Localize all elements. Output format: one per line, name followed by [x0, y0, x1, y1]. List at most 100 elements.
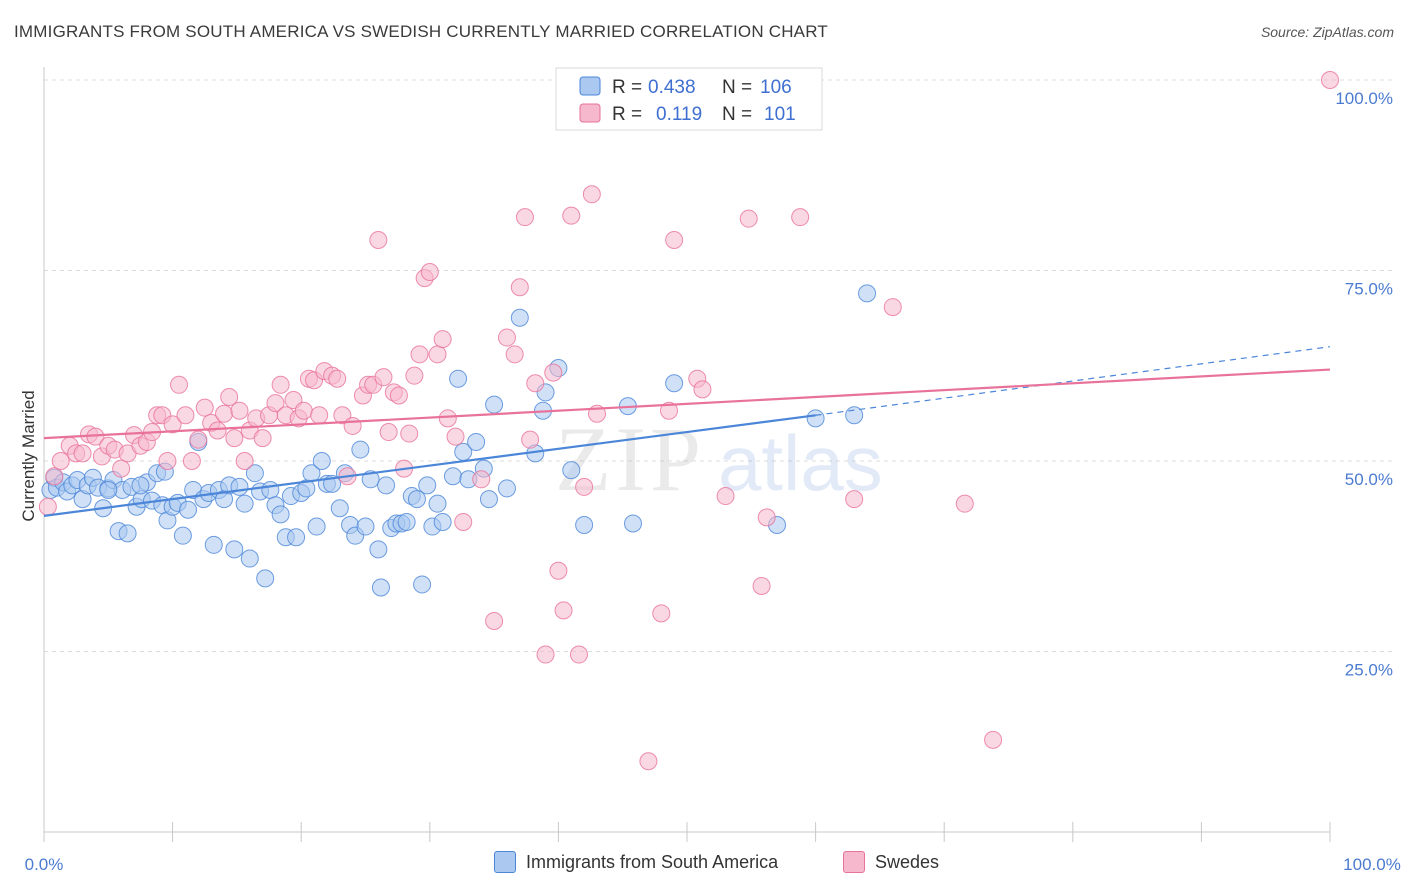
grid-lines: [44, 79, 1392, 652]
immigrants-point: [397, 512, 416, 531]
chart-source: Source: ZipAtlas.com: [1260, 24, 1394, 40]
legend-swatch-blue: [579, 76, 601, 96]
bottom-legend-item-immigrants[interactable]: Immigrants from South America: [494, 851, 778, 873]
swedes-point: [51, 452, 70, 470]
immigrants-point: [240, 549, 259, 568]
bottom-legend-item-swedes[interactable]: Swedes: [843, 851, 939, 873]
series-immigrants-points: [41, 284, 877, 597]
swedes-point: [752, 576, 771, 595]
legend-box: R = 0.438 N = 106 R = 0.119 N = 101: [555, 67, 823, 131]
swedes-point: [791, 208, 810, 227]
chart-title: IMMIGRANTS FROM SOUTH AMERICA VS SWEDISH…: [14, 22, 828, 41]
y-tick-label: 75.0%: [1345, 280, 1393, 299]
immigrants-point: [443, 467, 462, 486]
swedes-point: [343, 416, 362, 435]
swedes-point: [433, 330, 452, 349]
legend-swatch-swedes: [843, 851, 865, 873]
swedes-point: [582, 185, 601, 204]
swedes-point: [182, 452, 201, 470]
swedes-point: [310, 406, 329, 425]
immigrants-point: [204, 535, 223, 554]
swedes-point: [1321, 71, 1339, 89]
immigrants-point: [99, 480, 118, 499]
immigrants-point: [377, 476, 396, 495]
swedes-point: [266, 394, 285, 413]
immigrants-point: [428, 494, 447, 513]
immigrants-point: [371, 578, 390, 597]
immigrants-point: [858, 284, 877, 303]
swedes-point: [215, 404, 234, 423]
immigrants-point: [312, 452, 331, 470]
trend-lines: [43, 346, 1331, 517]
watermark-zip: ZIP: [555, 408, 705, 510]
swedes-point: [569, 645, 588, 664]
swedes-point: [757, 508, 776, 527]
x-max-label: 100.0%: [1343, 855, 1401, 874]
swedes-point: [883, 298, 902, 317]
swedes-point: [454, 512, 473, 531]
immigrants-point: [245, 464, 264, 483]
swedes-point: [163, 415, 182, 434]
swedes-point: [410, 345, 429, 364]
immigrants-point: [361, 470, 380, 489]
immigrants-point: [562, 461, 581, 480]
immigrants-point: [256, 569, 275, 588]
swedes-point: [158, 452, 177, 470]
immigrants-point: [271, 505, 290, 524]
swedes-point: [389, 386, 408, 405]
legend-swatch-pink: [579, 103, 601, 123]
immigrants-point: [330, 499, 349, 518]
series-swedes-points: [38, 71, 1339, 771]
immigrants-trend-line: [43, 414, 816, 517]
swedes-point: [554, 601, 573, 620]
swedes-point: [505, 345, 524, 364]
immigrants-point: [230, 477, 249, 496]
swedes-point: [693, 380, 712, 399]
swedes-point: [230, 401, 249, 420]
swedes-point: [253, 429, 272, 448]
swedes-point: [536, 645, 555, 664]
y-tick-label: 50.0%: [1345, 470, 1393, 489]
swedes-point: [271, 375, 290, 394]
swedes-point: [400, 424, 419, 443]
immigrants-point: [261, 480, 280, 499]
swedes-point: [38, 497, 57, 516]
immigrants-point: [418, 476, 437, 495]
swedes-point: [379, 423, 398, 442]
swedes-point: [294, 401, 313, 420]
swedes-point: [526, 374, 545, 393]
swedes-point: [446, 427, 465, 446]
swedes-point: [955, 494, 974, 513]
swedes-point: [112, 459, 131, 478]
swedes-point: [176, 406, 195, 425]
swedes-point: [485, 612, 504, 631]
swedes-point: [420, 263, 439, 282]
immigrants-point: [665, 374, 684, 393]
immigrants-point: [356, 517, 375, 536]
swedes-point: [195, 398, 214, 417]
swedes-point: [515, 208, 534, 227]
immigrants-point: [179, 500, 198, 519]
immigrants-point: [413, 575, 432, 594]
immigrants-point: [449, 369, 468, 388]
legend-n-label-2: N =: [722, 104, 752, 125]
immigrants-trend-extension: [815, 346, 1331, 416]
immigrants-point: [287, 528, 306, 547]
legend-swatch-immigrants: [494, 851, 516, 873]
swedes-trend-line: [43, 368, 1331, 440]
immigrants-point: [225, 540, 244, 559]
swedes-point: [472, 470, 491, 489]
swedes-point: [659, 401, 678, 420]
immigrants-point: [497, 479, 516, 498]
swedes-point: [497, 328, 516, 347]
immigrants-point: [173, 526, 192, 545]
swedes-point: [652, 604, 671, 623]
immigrants-point: [118, 524, 137, 543]
swedes-point: [369, 231, 388, 250]
swedes-point: [716, 487, 735, 506]
immigrants-point: [575, 516, 594, 535]
legend-n-value-1: 106: [760, 77, 792, 98]
swedes-point: [549, 561, 568, 580]
immigrants-point: [235, 494, 254, 513]
swedes-point: [739, 209, 758, 228]
